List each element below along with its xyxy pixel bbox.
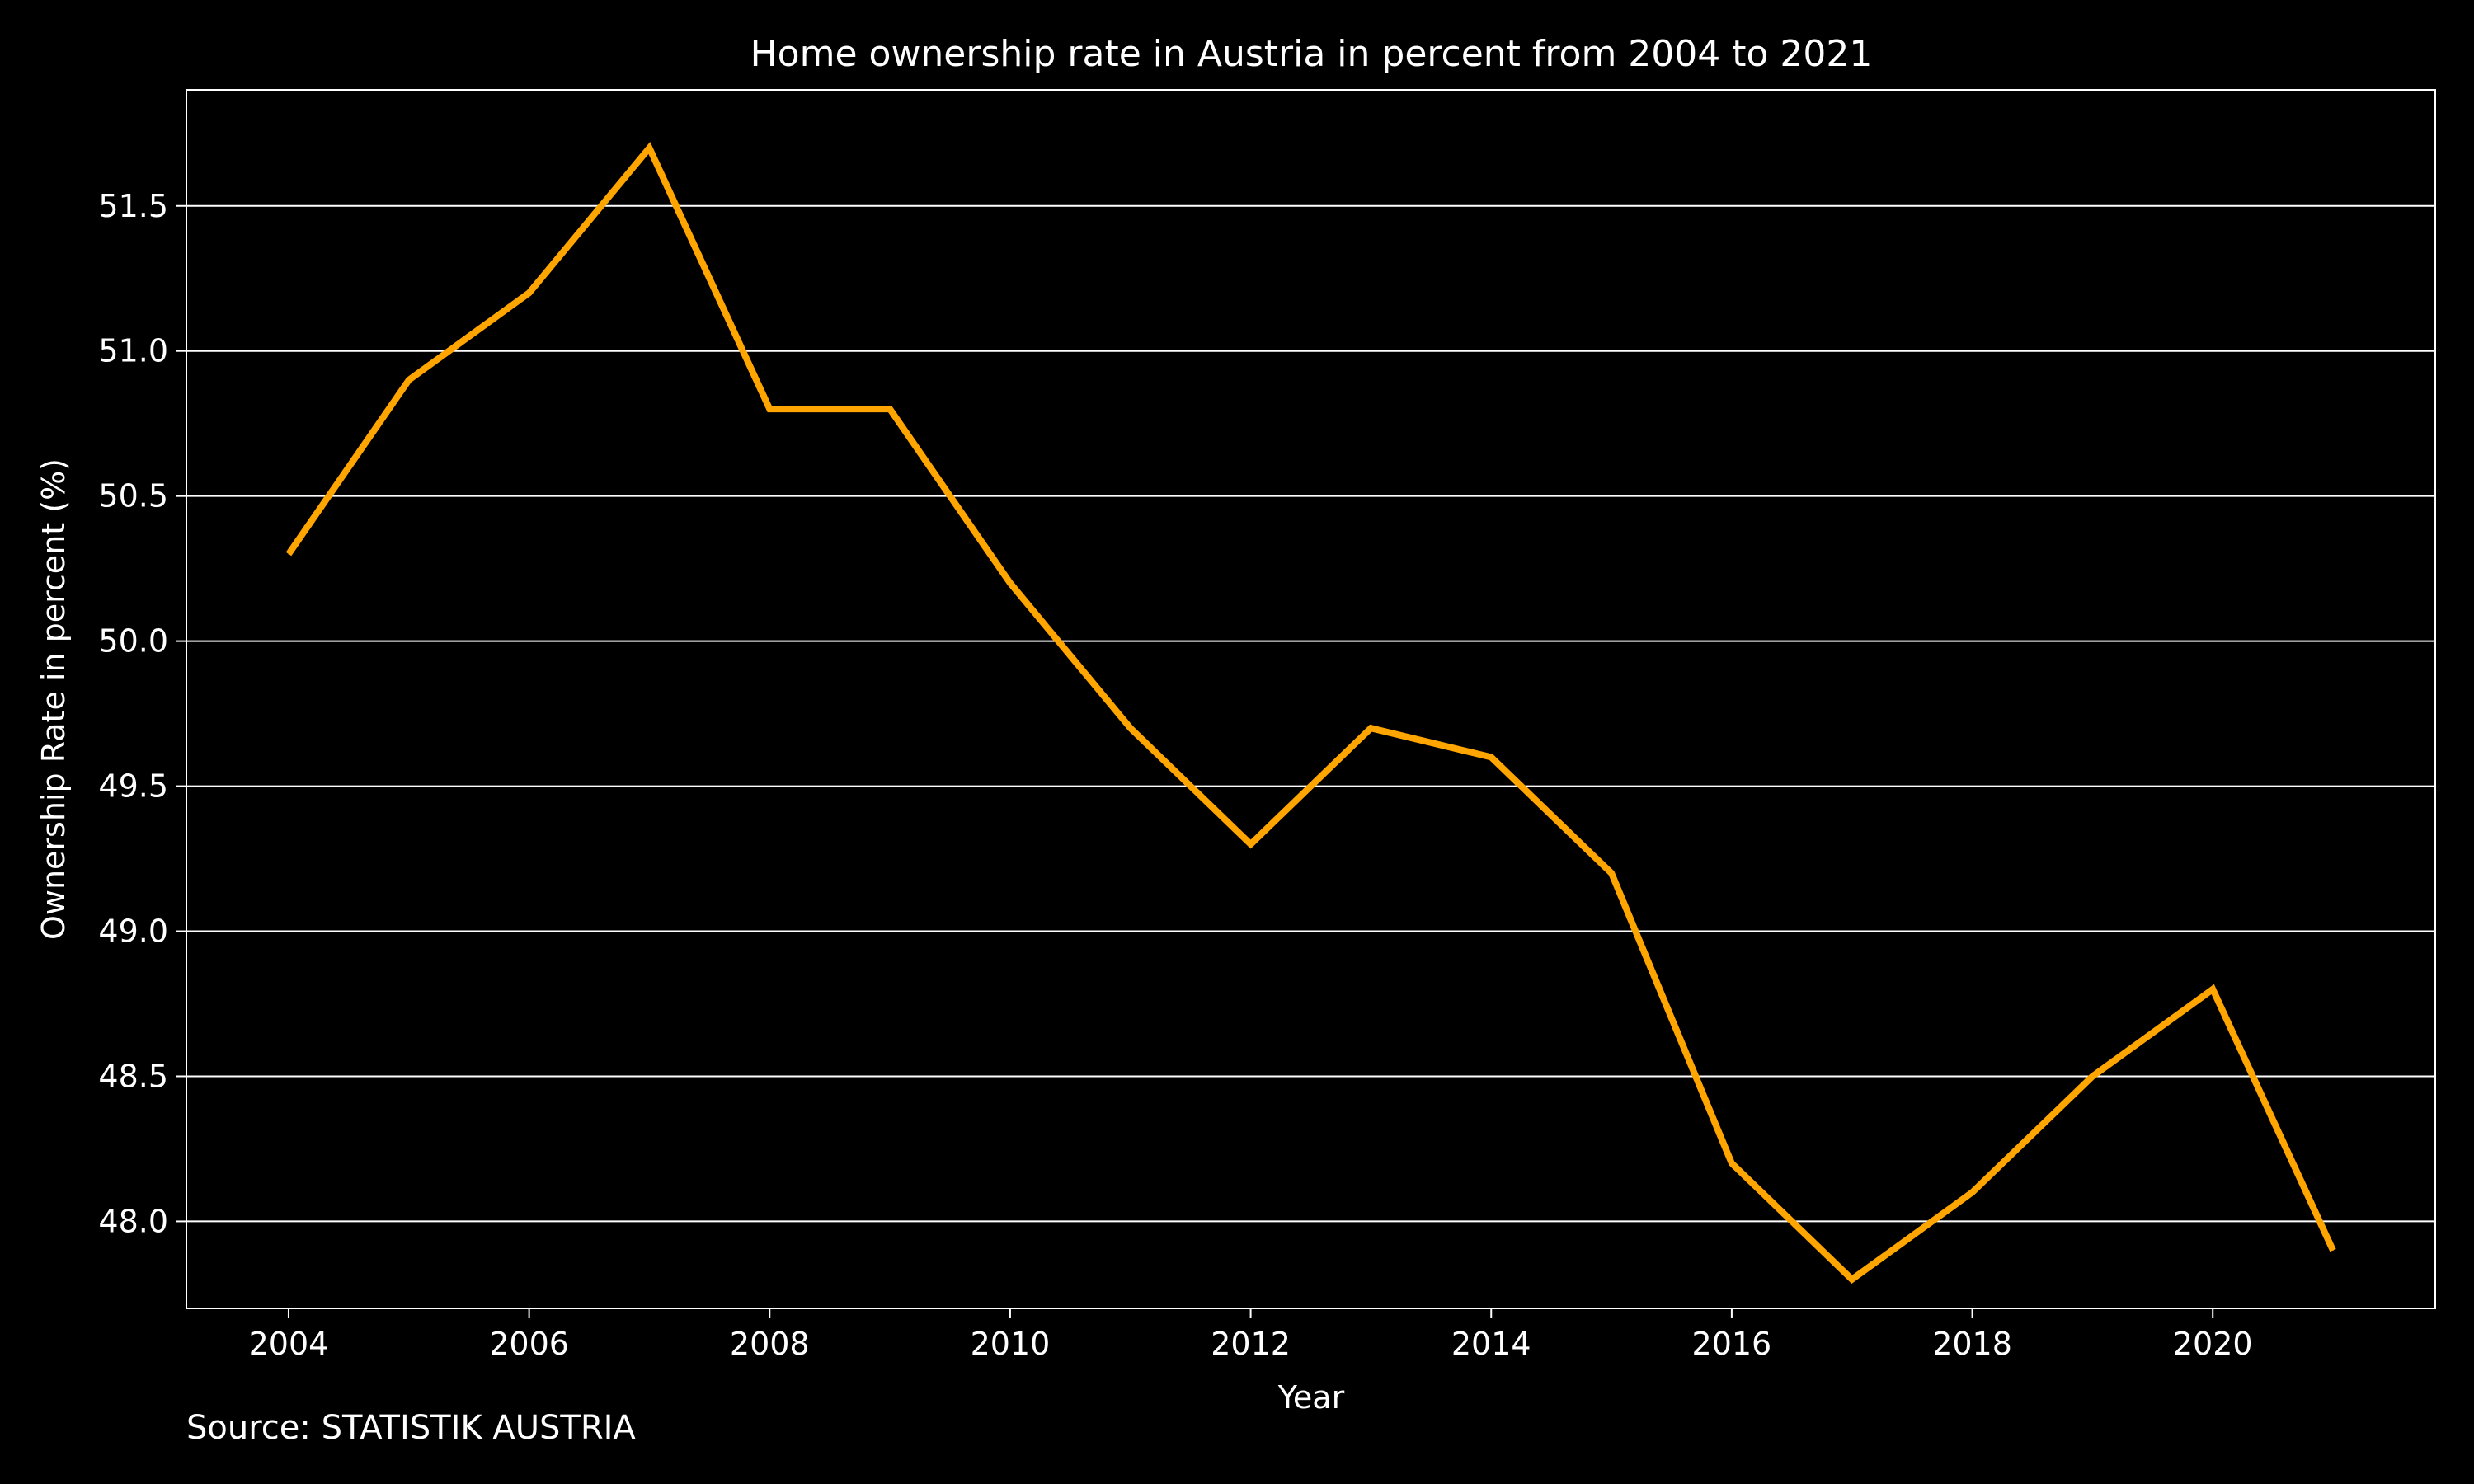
x-tick-label: 2008 <box>730 1326 810 1362</box>
data-point <box>1250 843 1252 845</box>
y-tick-label: 48.0 <box>98 1203 168 1239</box>
data-point <box>1611 872 1612 874</box>
series-layer <box>285 141 2336 1284</box>
x-axis-label: Year <box>1277 1379 1345 1416</box>
y-axis-label: Ownership Rate in percent (%) <box>35 458 72 940</box>
y-tick-label: 51.0 <box>98 333 168 369</box>
x-tick-label: 2006 <box>489 1326 569 1362</box>
source-note: Source: STATISTIK AUSTRIA <box>186 1409 636 1447</box>
plot-frame <box>186 89 2436 1309</box>
data-point <box>769 408 770 410</box>
series-line <box>285 141 2336 1284</box>
x-tick-label: 2010 <box>971 1326 1051 1362</box>
x-tick-label: 2018 <box>1932 1326 2012 1362</box>
data-point <box>2091 1075 2093 1077</box>
grid-lines <box>186 204 2435 1223</box>
x-tick-label: 2020 <box>2173 1326 2253 1362</box>
x-tick-label: 2004 <box>249 1326 329 1362</box>
data-point <box>1490 756 1492 758</box>
y-tick-label: 49.0 <box>98 913 168 950</box>
x-tick-label: 2016 <box>1692 1326 1772 1362</box>
chart-title: Home ownership rate in Austria in percen… <box>750 33 1873 75</box>
data-point <box>889 408 891 410</box>
data-point <box>1731 1162 1733 1164</box>
data-point <box>1851 1279 1853 1280</box>
data-point <box>408 379 410 381</box>
y-tick-label: 49.5 <box>98 768 168 805</box>
y-tick-label: 51.5 <box>98 188 168 224</box>
data-point <box>1972 1191 1973 1193</box>
y-tick-label: 50.5 <box>98 478 168 514</box>
y-tick-label: 50.0 <box>98 623 168 660</box>
data-point <box>2332 1250 2334 1252</box>
x-tick-label: 2012 <box>1211 1326 1291 1362</box>
data-point <box>1130 727 1131 729</box>
x-tick-label: 2014 <box>1451 1326 1531 1362</box>
data-point <box>288 553 289 555</box>
data-point <box>1009 582 1011 584</box>
y-tick-label: 48.5 <box>98 1058 168 1094</box>
axis-ticks: 48.0 48.5 49.0 49.5 50.0 50.5 51.0 51.5 2004 2006… <box>98 188 2252 1362</box>
